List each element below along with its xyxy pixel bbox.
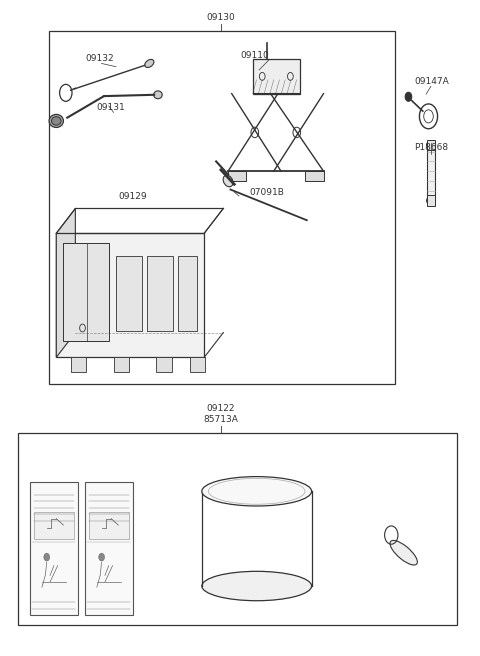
Bar [85,482,132,615]
Bar [147,256,173,331]
Ellipse shape [202,477,312,506]
Ellipse shape [51,117,61,125]
Bar [71,358,86,372]
Bar [427,145,435,201]
Circle shape [405,92,412,101]
Bar [427,140,435,150]
Text: 09147A: 09147A [414,77,449,87]
Bar [49,31,395,384]
Text: 09129: 09129 [118,192,147,201]
Bar [305,171,324,181]
Bar [228,171,246,181]
Bar [427,195,435,206]
Bar [156,358,172,372]
Text: 09132: 09132 [85,54,114,64]
Circle shape [99,553,105,561]
Text: 09110: 09110 [240,51,269,60]
Ellipse shape [390,541,418,565]
Bar [56,234,204,358]
Bar [30,482,78,615]
Bar [190,358,205,372]
Ellipse shape [427,141,435,149]
Ellipse shape [223,175,233,187]
Bar [34,512,74,539]
Bar [114,358,129,372]
Ellipse shape [49,114,63,127]
Ellipse shape [154,91,162,98]
Ellipse shape [427,197,435,205]
Polygon shape [56,209,75,358]
Bar [63,243,109,341]
Bar [89,512,129,539]
Bar [178,256,197,331]
Ellipse shape [202,571,312,601]
Bar [18,432,457,625]
Bar [116,256,142,331]
Text: 07091B: 07091B [250,188,285,197]
Text: 09131: 09131 [97,104,126,112]
Ellipse shape [145,60,154,68]
Text: P18668: P18668 [414,142,448,152]
Text: 09130: 09130 [206,13,235,22]
Bar [252,59,300,94]
Text: 85713A: 85713A [204,415,239,424]
Circle shape [44,553,49,561]
Text: 09122: 09122 [207,404,235,413]
